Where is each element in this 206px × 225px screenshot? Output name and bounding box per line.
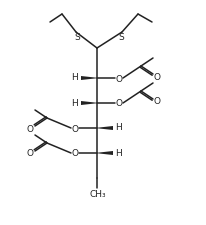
Text: O: O	[71, 149, 78, 158]
Polygon shape	[97, 126, 112, 130]
Text: H: H	[71, 99, 78, 108]
Text: O: O	[115, 99, 122, 108]
Polygon shape	[81, 76, 97, 80]
Text: H: H	[115, 148, 122, 157]
Text: O: O	[153, 72, 160, 81]
Text: H: H	[71, 74, 78, 83]
Text: O: O	[26, 149, 33, 158]
Text: O: O	[153, 97, 160, 106]
Text: CH₃: CH₃	[89, 191, 106, 200]
Text: H: H	[115, 124, 122, 133]
Polygon shape	[81, 101, 97, 105]
Text: S: S	[118, 34, 123, 43]
Text: O: O	[26, 124, 33, 133]
Text: S: S	[74, 34, 80, 43]
Polygon shape	[97, 151, 112, 155]
Text: O: O	[115, 74, 122, 83]
Text: O: O	[71, 124, 78, 133]
